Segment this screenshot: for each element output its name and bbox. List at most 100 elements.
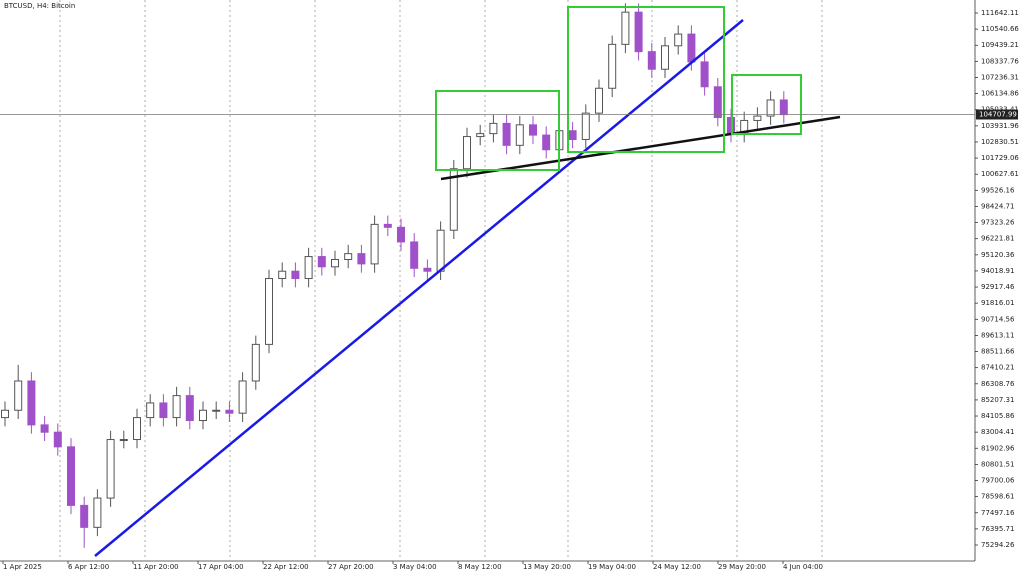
y-tick-label: 86308.76	[981, 380, 1015, 388]
y-tick-label: 91816.01	[981, 299, 1014, 307]
candle-body	[146, 402, 155, 419]
candle-body	[449, 168, 458, 231]
price-label: 104707.99	[979, 110, 1017, 118]
y-tick-label: 89613.11	[981, 331, 1014, 339]
candle-body	[225, 409, 234, 414]
candle-body	[410, 241, 419, 269]
candle-body	[93, 497, 102, 528]
candle-body	[185, 395, 194, 422]
candle-body	[317, 256, 326, 268]
x-tick-label: 27 Apr 20:00	[328, 563, 374, 571]
x-tick-label: 22 Apr 12:00	[263, 563, 309, 571]
candle-body	[423, 267, 432, 272]
candle-body	[397, 226, 405, 243]
x-grid	[59, 0, 823, 560]
x-tick-label: 8 May 12:00	[458, 563, 502, 571]
x-tick-label: 24 May 12:00	[653, 563, 701, 571]
y-tick-label: 94018.91	[981, 267, 1014, 275]
box	[435, 90, 560, 171]
candle-body	[542, 134, 551, 151]
candle-body	[133, 417, 141, 441]
y-tick-label: 75294.26	[981, 541, 1015, 549]
trendline	[440, 115, 841, 181]
candle-body	[278, 270, 287, 280]
y-tick-label: 84105.86	[981, 412, 1015, 420]
x-tick-label: 1 Apr 2025	[3, 563, 42, 571]
candle-body	[331, 259, 339, 268]
y-tick-label: 96221.81	[981, 235, 1014, 243]
candle-body	[687, 33, 696, 63]
y-tick-label: 98424.71	[981, 202, 1014, 210]
candle-body	[40, 424, 49, 433]
candle-body	[529, 124, 537, 136]
x-tick-label: 29 May 20:00	[718, 563, 766, 571]
candle-body	[634, 11, 643, 53]
x-tick-label: 3 May 04:00	[393, 563, 437, 571]
candle-body	[172, 395, 181, 419]
candle-body	[14, 380, 23, 411]
y-tick-label: 83004.41	[981, 428, 1014, 436]
x-tick-label: 6 Apr 12:00	[68, 563, 109, 571]
candle-body	[238, 380, 247, 414]
y-tick-label: 107236.31	[981, 73, 1019, 81]
y-tick-label: 99526.16	[981, 186, 1015, 194]
candle-body	[265, 278, 273, 345]
candle-body	[119, 439, 128, 442]
chart-title: BTCUSD, H4: Bitcoin	[4, 2, 75, 10]
candle-body	[159, 402, 168, 419]
y-tick-label: 110540.66	[981, 25, 1019, 33]
candle-body	[463, 136, 471, 170]
y-tick-label: 97323.26	[981, 219, 1015, 227]
candle-body	[608, 43, 617, 89]
candle-body	[344, 253, 353, 261]
candle-body	[370, 223, 379, 265]
y-tick-label: 79700.06	[981, 477, 1015, 485]
candle-body	[674, 33, 683, 47]
y-tick-label: 108337.76	[981, 57, 1019, 65]
y-tick-label: 109439.21	[981, 41, 1019, 49]
trendline	[94, 19, 744, 557]
candle-body	[53, 431, 62, 448]
candle-body	[80, 504, 89, 528]
candle-body	[199, 409, 207, 422]
candle-body	[67, 446, 75, 506]
candle-body	[476, 133, 485, 138]
candle-body	[779, 99, 788, 116]
candle-body	[1, 409, 9, 419]
candle-body	[304, 256, 313, 280]
candle-body	[291, 270, 300, 280]
y-tick-label: 76395.71	[981, 525, 1014, 533]
y-tick-label: 92917.46	[981, 283, 1015, 291]
x-tick-label: 17 Apr 04:00	[198, 563, 244, 571]
candle-body	[515, 124, 524, 146]
y-tick-label: 95120.36	[981, 251, 1015, 259]
price-label-bg	[976, 109, 1018, 120]
y-tick-label: 80801.51	[981, 460, 1014, 468]
y-tick-label: 102830.51	[981, 138, 1019, 146]
y-tick-label: 106134.86	[981, 90, 1019, 98]
y-tick-label: 81902.96	[981, 444, 1015, 452]
x-tick-label: 11 Apr 20:00	[133, 563, 179, 571]
candle-body	[661, 45, 669, 70]
box	[567, 6, 725, 153]
candle-body	[357, 253, 366, 265]
candle-body	[647, 51, 656, 70]
y-tick-label: 101729.06	[981, 154, 1019, 162]
candle-body	[753, 115, 762, 121]
y-tick-label: 100627.61	[981, 170, 1019, 178]
y-tick-label: 77497.16	[981, 509, 1015, 517]
candle-body	[212, 409, 221, 412]
x-tick-label: 13 May 20:00	[523, 563, 571, 571]
candle-body	[27, 380, 36, 426]
x-tick-label: 4 Jun 04:00	[783, 563, 823, 571]
y-tick-label: 85207.31	[981, 396, 1014, 404]
candle-body	[581, 112, 590, 140]
y-tick-label: 87410.21	[981, 364, 1014, 372]
candle-body	[713, 86, 722, 119]
candle-body	[766, 99, 775, 117]
annotations	[94, 6, 841, 557]
y-tick-label: 111642.11	[981, 9, 1019, 17]
candle-body	[621, 11, 630, 45]
